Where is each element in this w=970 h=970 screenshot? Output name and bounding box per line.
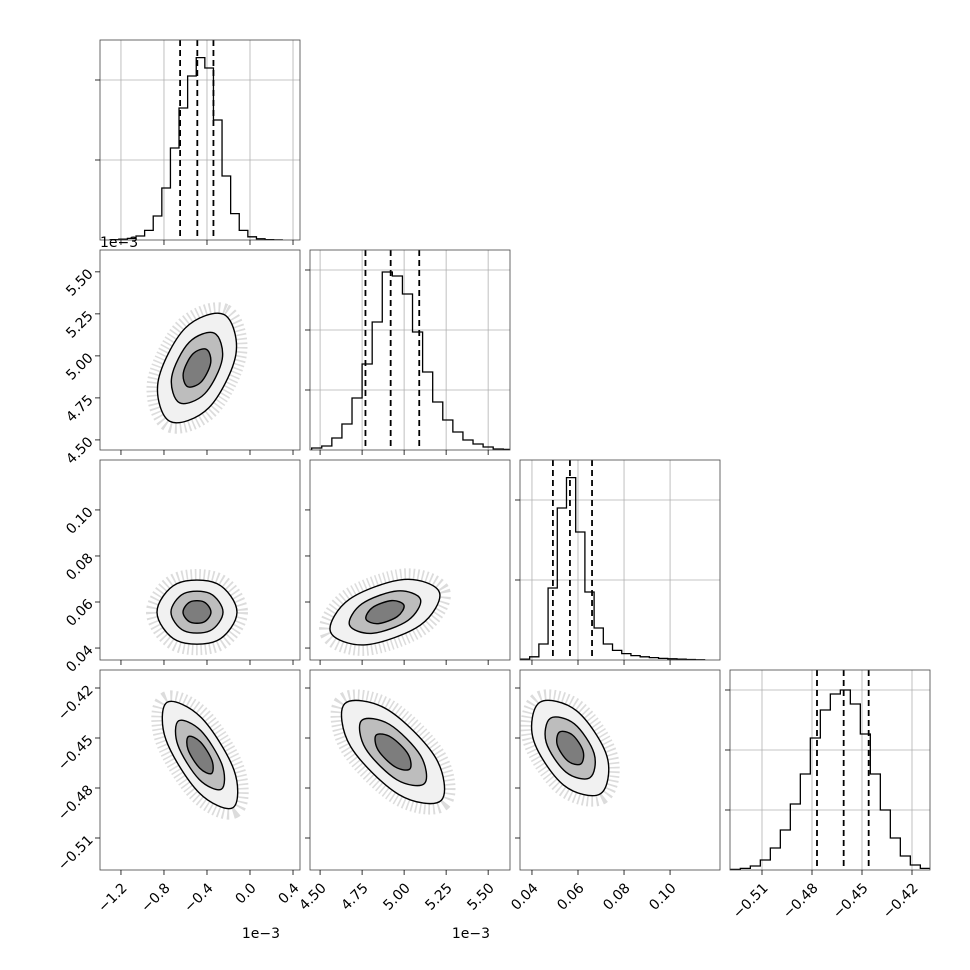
contour-panel bbox=[145, 569, 248, 656]
panel-frame bbox=[519, 669, 721, 871]
histogram-panel bbox=[730, 670, 930, 870]
contour-panel bbox=[146, 302, 248, 434]
y-offset-label: 1e−3 bbox=[100, 235, 138, 251]
panel-frame bbox=[309, 249, 511, 451]
histogram-panel bbox=[520, 460, 720, 660]
contour bbox=[556, 730, 585, 766]
histogram-panel bbox=[100, 40, 300, 240]
contour bbox=[365, 599, 405, 625]
panel-frame bbox=[99, 669, 301, 871]
histogram-step bbox=[109, 56, 283, 240]
histogram-step bbox=[730, 689, 930, 870]
panel-background bbox=[100, 40, 300, 240]
panel-frame bbox=[729, 669, 931, 871]
histogram-step bbox=[311, 271, 510, 450]
contour bbox=[374, 733, 412, 771]
x-offset-label: 1e−3 bbox=[242, 926, 280, 942]
histogram-step bbox=[520, 476, 706, 660]
panel-frame bbox=[99, 459, 301, 661]
panel-frame bbox=[519, 459, 721, 661]
contour-panel bbox=[520, 689, 620, 807]
contour-panel bbox=[319, 568, 451, 656]
x-offset-label: 1e−3 bbox=[452, 926, 490, 942]
panel-frame bbox=[309, 459, 511, 661]
contour-panel bbox=[330, 689, 456, 815]
panel-frame bbox=[99, 249, 301, 451]
panel-frame bbox=[309, 669, 511, 871]
contour bbox=[182, 600, 212, 624]
panel-frame bbox=[99, 39, 301, 241]
panel-background bbox=[310, 250, 510, 450]
contour-panel bbox=[151, 690, 249, 820]
contour bbox=[186, 735, 214, 775]
panel-background bbox=[520, 460, 720, 660]
contour bbox=[182, 348, 212, 388]
histogram-panel bbox=[310, 250, 510, 450]
